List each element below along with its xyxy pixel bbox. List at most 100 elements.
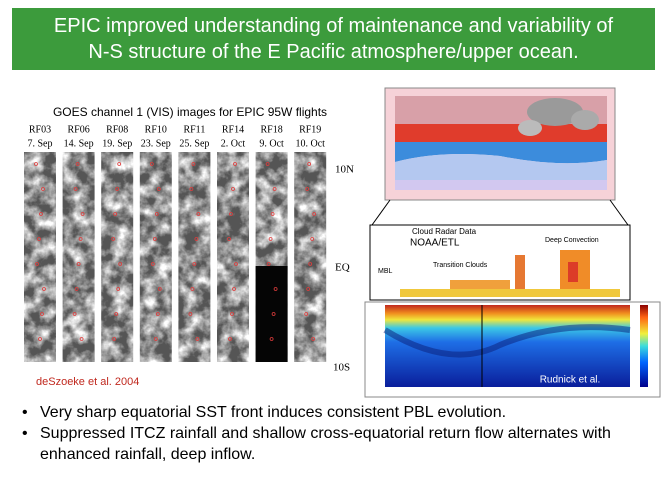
flight-point (76, 262, 81, 266)
flight-point (233, 162, 237, 166)
latitude-label: 10N (335, 164, 354, 176)
flight-point (308, 262, 313, 266)
flight-point (190, 287, 195, 291)
flight-id: RF10 (145, 124, 167, 135)
layer (395, 124, 607, 142)
strip-clouds (139, 152, 172, 362)
flight-id: RF11 (183, 124, 205, 135)
flight-point (230, 312, 234, 316)
flight-point (149, 162, 154, 166)
flight-point (157, 287, 162, 291)
flight-id: RF06 (67, 124, 89, 135)
latitude-label: 10S (333, 362, 350, 374)
strip-clouds (217, 152, 249, 362)
flight-point (156, 187, 161, 191)
strip-clouds (101, 152, 134, 362)
ocean-section: Rudnick et al. (364, 301, 661, 398)
flight-point (150, 262, 155, 266)
radar-title: Cloud Radar Data (412, 227, 477, 236)
layer (395, 142, 607, 164)
flight-point (306, 287, 311, 291)
bullet: Very sharp equatorial SST front induces … (22, 402, 652, 423)
flight-date: 14. Sep (64, 138, 94, 149)
strip-clouds (178, 152, 211, 362)
flight-point (191, 162, 196, 166)
flight-point (114, 312, 119, 316)
flight-point (231, 187, 235, 191)
isotherm (383, 324, 631, 358)
flight-point (266, 262, 271, 266)
strip-clouds (294, 152, 327, 362)
flight-point (305, 187, 310, 191)
connector (371, 199, 629, 226)
flight-point (115, 187, 120, 191)
panel-label: MBL (378, 268, 393, 275)
flight-id: RF08 (106, 124, 128, 135)
flight-point (268, 237, 273, 241)
credit: Rudnick et al. (540, 375, 601, 386)
flight-date: 2. Oct (221, 138, 246, 149)
echo (568, 262, 578, 282)
flight-point (269, 337, 274, 341)
echo (450, 280, 510, 289)
bullet: Suppressed ITCZ rainfall and shallow cro… (22, 423, 652, 465)
flight-id: RF14 (222, 124, 244, 135)
flight-point (113, 212, 118, 216)
flight-date: 9. Oct (259, 138, 284, 149)
flight-point (312, 212, 317, 216)
colorbar (640, 305, 648, 387)
flight-point (188, 312, 193, 316)
flight-date: 19. Sep (102, 138, 132, 149)
flight-point (41, 187, 45, 191)
flight-point (74, 287, 79, 291)
flight-point (35, 262, 39, 266)
flight-point (40, 312, 44, 316)
cloud (571, 110, 599, 130)
cloud (527, 98, 583, 126)
flight-point (75, 162, 80, 166)
flight-point (152, 237, 157, 241)
credit: deSzoeke et al. 2004 (36, 376, 139, 388)
flight-point (116, 287, 121, 291)
flight-point (196, 212, 201, 216)
flight-id: RF03 (29, 124, 51, 135)
layer (395, 154, 607, 180)
flight-point (34, 162, 38, 166)
flight-id: RF18 (260, 124, 282, 135)
flight-point (310, 237, 315, 241)
flight-point (271, 312, 276, 316)
radar-panel: Cloud Radar Data NOAA/ETL Deep Convectio… (369, 224, 631, 301)
title-line: N-S structure of the E Pacific atmospher… (88, 41, 579, 63)
flight-point (80, 212, 85, 216)
image-caption: GOES channel 1 (VIS) images for EPIC 95W… (53, 105, 327, 119)
radar-source: NOAA/ETL (410, 238, 460, 249)
title-bar: EPIC improved understanding of maintenan… (12, 8, 655, 70)
flight-point (307, 162, 312, 166)
title-line: EPIC improved understanding of maintenan… (53, 15, 614, 37)
flight-point (270, 212, 275, 216)
figures: GOES channel 1 (VIS) images for EPIC 95W… (24, 87, 661, 398)
flight-date: 10. Oct (295, 138, 325, 149)
strip-clouds (62, 152, 95, 362)
flight-date: 7. Sep (28, 138, 53, 149)
flight-point (194, 237, 199, 241)
cross-section (384, 87, 616, 201)
flight-point (189, 187, 194, 191)
flight-point (192, 262, 197, 266)
flight-point (38, 337, 42, 341)
flight-point (228, 337, 232, 341)
flight-point (42, 287, 46, 291)
temperature-field (385, 305, 630, 387)
echo (400, 289, 620, 297)
echo (515, 255, 525, 289)
flight-point (72, 312, 77, 316)
flight-point (234, 262, 238, 266)
flight-point (117, 162, 122, 166)
flight-point (229, 212, 233, 216)
latitude-label: EQ (335, 262, 350, 274)
flight-point (304, 312, 309, 316)
flight-point (154, 212, 159, 216)
flight-point (311, 337, 316, 341)
flight-point (272, 187, 277, 191)
